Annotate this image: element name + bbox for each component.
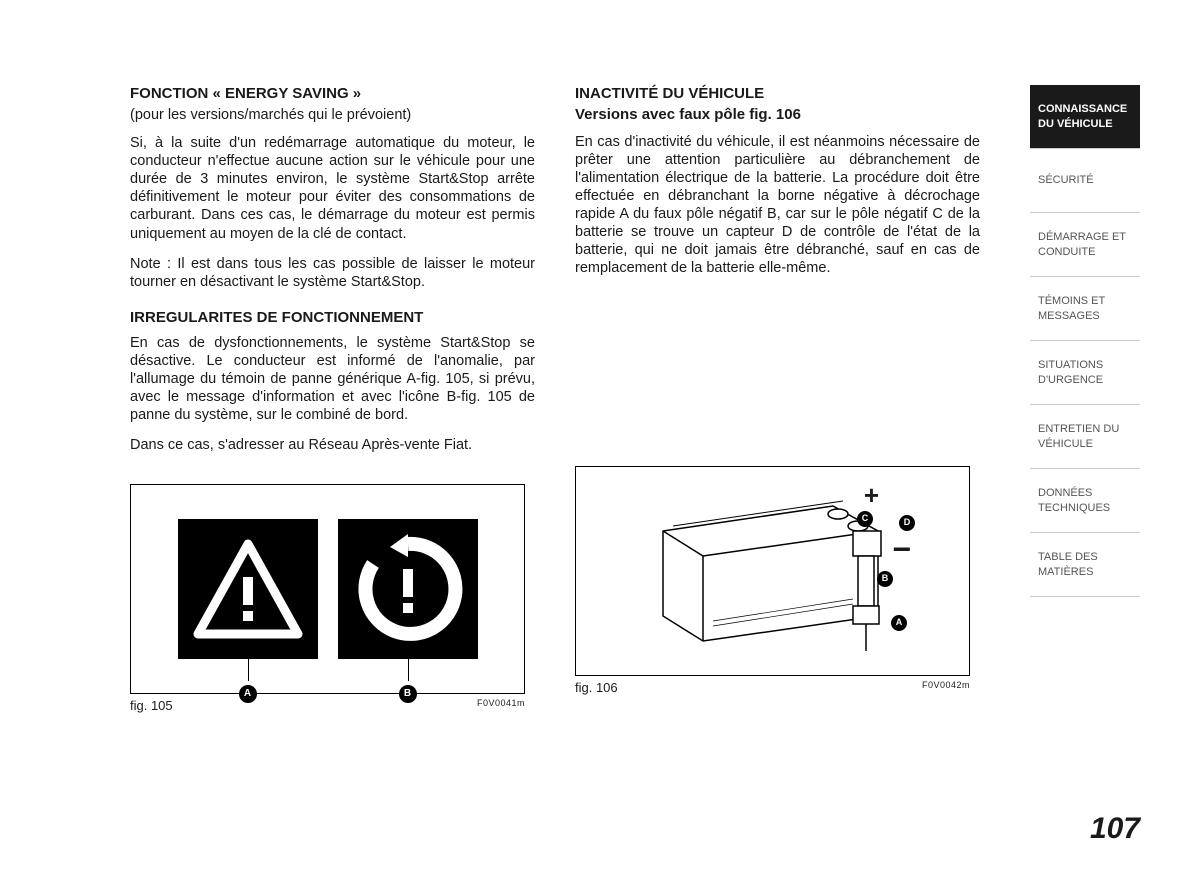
- page-number: 107: [1090, 812, 1140, 846]
- callout-a: A: [891, 615, 907, 631]
- subtitle-versions: (pour les versions/marchés qui le prévoi…: [130, 106, 535, 124]
- callout-d: D: [899, 515, 915, 531]
- subtitle-versions-pole: Versions avec faux pôle fig. 106: [575, 106, 980, 125]
- callout-b: B: [877, 571, 893, 587]
- figure-caption-row: fig. 106 F0V0042m: [575, 680, 970, 696]
- paragraph: En cas de dysfonctionnements, le système…: [130, 334, 535, 425]
- paragraph-note: Note : Il est dans tous les cas possible…: [130, 255, 535, 291]
- tab-securite[interactable]: SÉCURITÉ: [1030, 149, 1140, 213]
- callout-a: A: [239, 685, 257, 703]
- pointer-line: [408, 659, 409, 681]
- paragraph: Dans ce cas, s'adresser au Réseau Après-…: [130, 436, 535, 454]
- left-column: FONCTION « ENERGY SAVING » (pour les ver…: [130, 85, 535, 715]
- warning-triangle-icon: A: [178, 519, 318, 659]
- tab-temoins[interactable]: TÉMOINS ET MESSAGES: [1030, 277, 1140, 341]
- callout-b: B: [399, 685, 417, 703]
- paragraph: Si, à la suite d'un redémarrage automati…: [130, 134, 535, 243]
- figure-caption: fig. 105: [130, 698, 173, 714]
- pointer-line: [248, 659, 249, 681]
- main-content: FONCTION « ENERGY SAVING » (pour les ver…: [130, 85, 980, 715]
- figure-code: F0V0042m: [922, 680, 970, 696]
- figure-106: + − C D B A: [575, 466, 970, 676]
- start-stop-fault-icon: B: [338, 519, 478, 659]
- paragraph: En cas d'inactivité du véhicule, il est …: [575, 133, 980, 278]
- right-column: INACTIVITÉ DU VÉHICULE Versions avec fau…: [575, 85, 980, 715]
- figure-caption-row: fig. 105 F0V0041m: [130, 698, 525, 714]
- tab-matieres[interactable]: TABLE DES MATIÈRES: [1030, 533, 1140, 597]
- tab-demarrage[interactable]: DÉMARRAGE ET CONDUITE: [1030, 213, 1140, 277]
- callout-c: C: [857, 511, 873, 527]
- tab-urgence[interactable]: SITUATIONS D'URGENCE: [1030, 341, 1140, 405]
- tab-connaissance[interactable]: CONNAISSANCE DU VÉHICULE: [1030, 85, 1140, 149]
- section-title-energy: FONCTION « ENERGY SAVING »: [130, 85, 535, 104]
- sidebar-tabs: CONNAISSANCE DU VÉHICULE SÉCURITÉ DÉMARR…: [1030, 85, 1140, 597]
- section-title-inactivite: INACTIVITÉ DU VÉHICULE: [575, 85, 980, 104]
- minus-symbol: −: [892, 529, 911, 569]
- section-title-irregularites: IRREGULARITES DE FONCTIONNEMENT: [130, 309, 535, 328]
- figure-code: F0V0041m: [477, 698, 525, 714]
- plus-symbol: +: [864, 479, 879, 512]
- figure-caption: fig. 106: [575, 680, 618, 696]
- tab-donnees[interactable]: DONNÉES TECHNIQUES: [1030, 469, 1140, 533]
- tab-entretien[interactable]: ENTRETIEN DU VÉHICULE: [1030, 405, 1140, 469]
- figure-105: A B: [130, 484, 525, 694]
- battery-diagram-icon: [603, 476, 943, 666]
